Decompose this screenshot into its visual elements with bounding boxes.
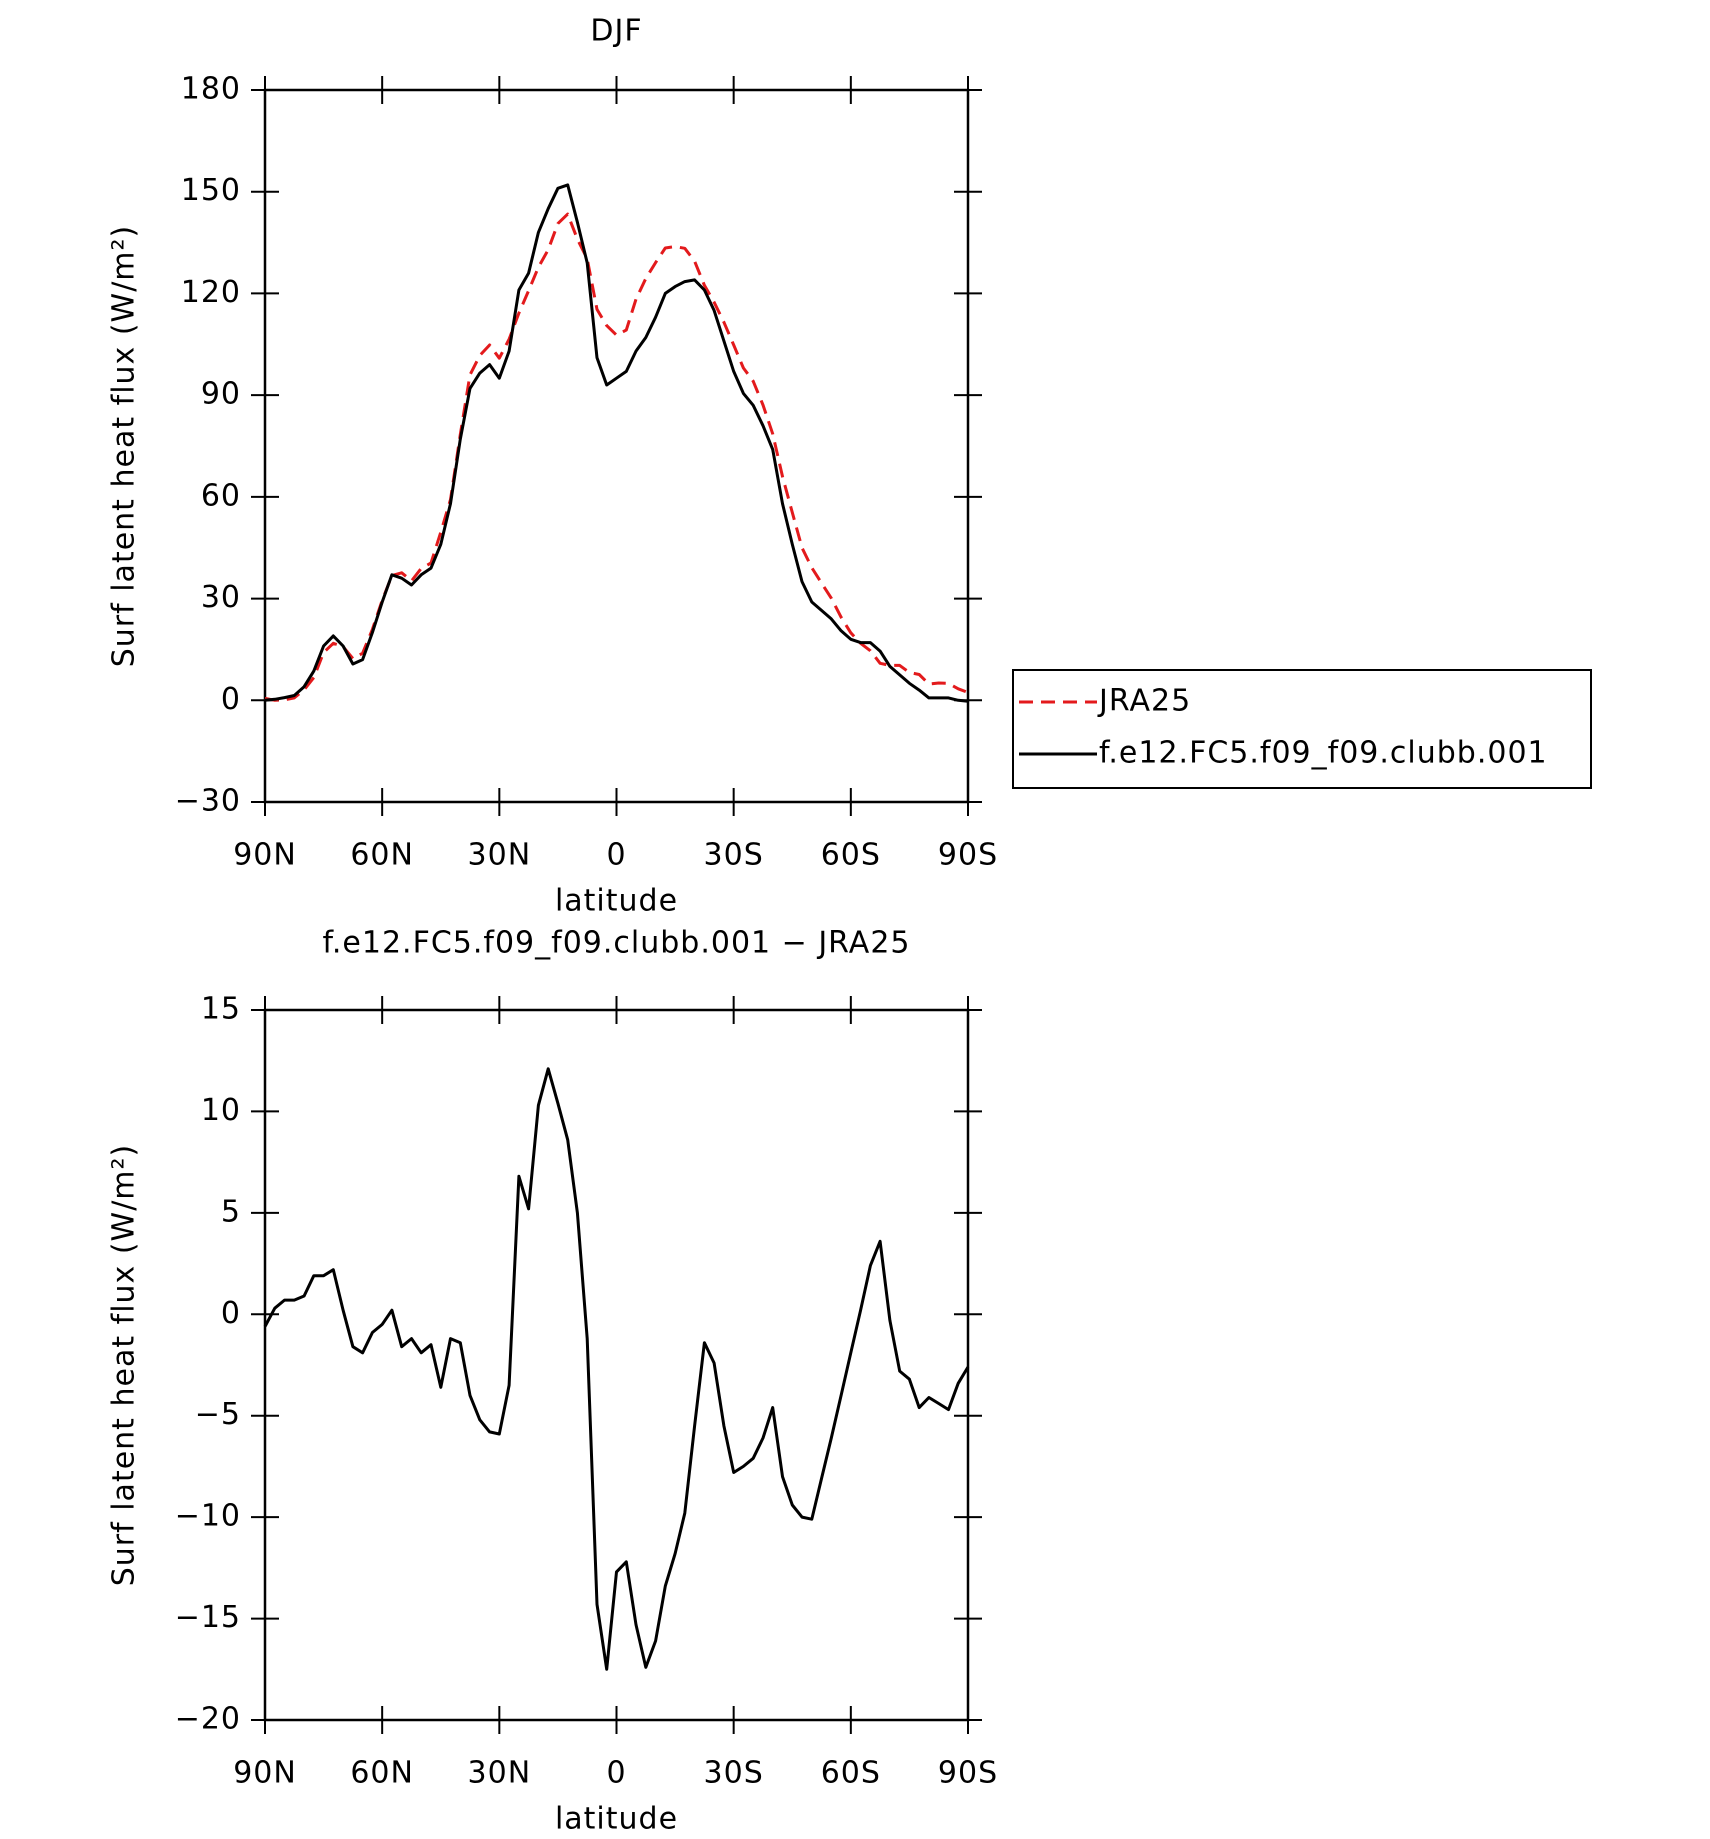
y-tick-label: 10 [201, 1093, 241, 1128]
x-tick-label: 30S [704, 1756, 764, 1791]
x-axis-label: latitude [555, 1802, 678, 1837]
x-tick-label: 0 [606, 838, 626, 873]
y-tick-label: −30 [175, 784, 241, 819]
y-tick-label: 30 [201, 580, 241, 615]
x-tick-label: 60S [821, 1756, 881, 1791]
y-tick-label: 15 [201, 992, 241, 1027]
legend-label: f.e12.FC5.f09_f09.clubb.001 [1099, 736, 1548, 771]
y-tick-label: −10 [175, 1499, 241, 1534]
y-tick-label: 120 [181, 275, 241, 310]
x-axis-label: latitude [555, 884, 678, 919]
y-tick-label: 180 [181, 72, 241, 107]
y-tick-label: −15 [175, 1600, 241, 1635]
x-tick-label: 30S [704, 838, 764, 873]
legend-box [1012, 669, 1592, 789]
plot-frame [263, 1008, 970, 1722]
y-tick-label: 60 [201, 478, 241, 513]
x-tick-label: 0 [606, 1756, 626, 1791]
x-tick-label: 90S [938, 1756, 998, 1791]
x-tick-label: 60N [350, 1756, 414, 1791]
y-tick-label: 150 [181, 173, 241, 208]
x-tick-label: 90N [233, 838, 297, 873]
y-tick-label: 90 [201, 377, 241, 412]
legend-label: JRA25 [1097, 684, 1191, 719]
x-tick-label: 90N [233, 1756, 297, 1791]
x-tick-label: 60N [350, 838, 414, 873]
x-tick-label: 30N [468, 838, 532, 873]
y-axis-label: Surf latent heat flux (W/m²) [107, 1144, 142, 1587]
data-line [264, 183, 969, 703]
x-tick-label: 60S [821, 838, 881, 873]
y-tick-label: 0 [221, 1296, 241, 1331]
chart-title: f.e12.FC5.f09_f09.clubb.001 − JRA25 [322, 926, 910, 961]
chart-title: DJF [590, 14, 642, 49]
y-tick-label: −5 [195, 1397, 241, 1432]
y-axis-label: Surf latent heat flux (W/m²) [107, 225, 142, 668]
plot-frame [263, 88, 970, 804]
y-tick-label: −20 [175, 1702, 241, 1737]
data-line [264, 212, 969, 702]
y-tick-label: 5 [221, 1194, 241, 1229]
y-tick-label: 0 [221, 682, 241, 717]
data-line [263, 1067, 970, 1671]
x-tick-label: 30N [468, 1756, 532, 1791]
x-tick-label: 90S [938, 838, 998, 873]
